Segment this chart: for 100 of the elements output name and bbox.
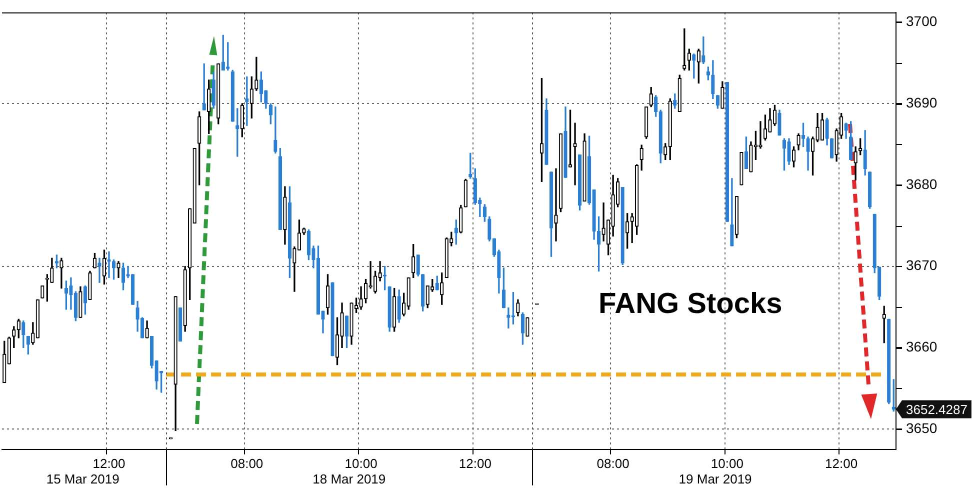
- candlestick: [259, 71, 263, 102]
- candlestick: [540, 78, 544, 182]
- candlestick: [554, 168, 558, 242]
- candlestick: [444, 237, 448, 278]
- candlestick: [464, 178, 468, 208]
- text: 18 Mar 2019: [312, 471, 386, 486]
- candlestick: [416, 254, 420, 276]
- y-tick-label: 3680: [906, 176, 938, 192]
- candlestick: [582, 133, 586, 202]
- candlestick: [725, 82, 730, 222]
- candlestick: [130, 274, 135, 305]
- x-tick-label: 10:00: [710, 456, 744, 471]
- y-tick-label: 3670: [906, 257, 938, 274]
- candlestick: [178, 307, 182, 342]
- candlestick: [107, 251, 111, 278]
- candlestick: [711, 60, 715, 99]
- candlestick: [854, 146, 858, 180]
- x-tick-label: 12:00: [92, 456, 126, 471]
- candlestick: [216, 63, 220, 124]
- x-tick-label: 12:00: [458, 456, 492, 471]
- text: 15 Mar 2019: [46, 471, 120, 486]
- candlestick: [78, 286, 82, 318]
- candlestick: [520, 312, 525, 345]
- candlestick: [825, 118, 829, 146]
- candlestick: [502, 268, 506, 308]
- candlestick: [635, 164, 639, 235]
- candlestick: [278, 148, 282, 230]
- candlestick: [92, 252, 97, 268]
- candlestick: [174, 296, 178, 432]
- y-tick-label: 3660: [906, 338, 938, 355]
- candlestick: [740, 152, 744, 186]
- candlestick: [412, 244, 416, 278]
- candlestick: [526, 317, 530, 337]
- candlestick: [872, 214, 876, 274]
- candlestick: [678, 74, 682, 112]
- candlestick: [426, 286, 430, 308]
- y-tick-label: 3690: [906, 94, 938, 110]
- candlestick: [116, 261, 120, 278]
- candlestick: [668, 98, 672, 160]
- candlestick: [482, 204, 486, 222]
- candlestick: [696, 48, 700, 84]
- candlestick: [88, 270, 92, 300]
- candlestick: [440, 272, 444, 305]
- candlestick: [459, 204, 463, 234]
- candlestick: [60, 258, 64, 289]
- candlestick: [549, 172, 554, 257]
- x-tick-label: 08:00: [230, 456, 264, 471]
- candlestick: [454, 220, 458, 245]
- candlestick: [887, 318, 891, 404]
- candlestick: [264, 90, 268, 109]
- text: 3652.4287: [906, 402, 968, 417]
- candlestick: [625, 213, 630, 249]
- candlestick: [102, 250, 106, 285]
- candlestick: [734, 196, 739, 238]
- candlestick: [568, 110, 572, 168]
- candlestick: [558, 133, 563, 212]
- candlestick: [763, 114, 768, 140]
- candlestick: [640, 144, 644, 171]
- candlestick: [578, 154, 582, 210]
- candlestick: [268, 103, 273, 124]
- candlestick: [236, 108, 240, 157]
- candlestick: [397, 290, 401, 323]
- candlestick: [649, 86, 653, 108]
- candlestick: [388, 286, 392, 332]
- candlestick: [564, 106, 568, 178]
- candlestick: [344, 316, 349, 348]
- candlestick: [473, 168, 477, 205]
- candlestick: [620, 187, 624, 265]
- candlestick: [183, 266, 187, 332]
- candlestick: [706, 66, 710, 80]
- candlestick: [421, 274, 425, 312]
- candlestick: [792, 146, 796, 168]
- candlestick: [207, 80, 211, 134]
- candlestick: [744, 136, 748, 169]
- y-tick-label: 3700: [906, 13, 938, 30]
- candlestick: [302, 228, 306, 235]
- candlestick: [373, 270, 378, 294]
- candlestick: [250, 76, 254, 119]
- candlestick: [392, 288, 396, 332]
- x-tick-label: 10:00: [344, 456, 378, 471]
- candlestick: [720, 81, 724, 109]
- candlestick: [330, 282, 334, 356]
- candlestick: [820, 112, 824, 140]
- text: FANG Stocks: [598, 288, 782, 320]
- candlestick: [516, 299, 520, 316]
- candlestick: [202, 63, 206, 110]
- candlestick: [26, 336, 30, 355]
- candlestick: [288, 186, 292, 278]
- x-tick-label: 12:00: [825, 456, 858, 471]
- y-tick-label: 3650: [906, 420, 938, 436]
- candlestick: [778, 110, 782, 136]
- x-tick-label: 08:00: [596, 456, 630, 471]
- candlestick: [221, 34, 225, 71]
- candlestick: [112, 259, 116, 280]
- candlestick: [22, 320, 26, 348]
- candlestick: [644, 106, 648, 139]
- candlestick: [478, 198, 482, 217]
- candlestick: [40, 286, 44, 298]
- candlestick: [98, 258, 102, 283]
- candlestick: [682, 28, 686, 71]
